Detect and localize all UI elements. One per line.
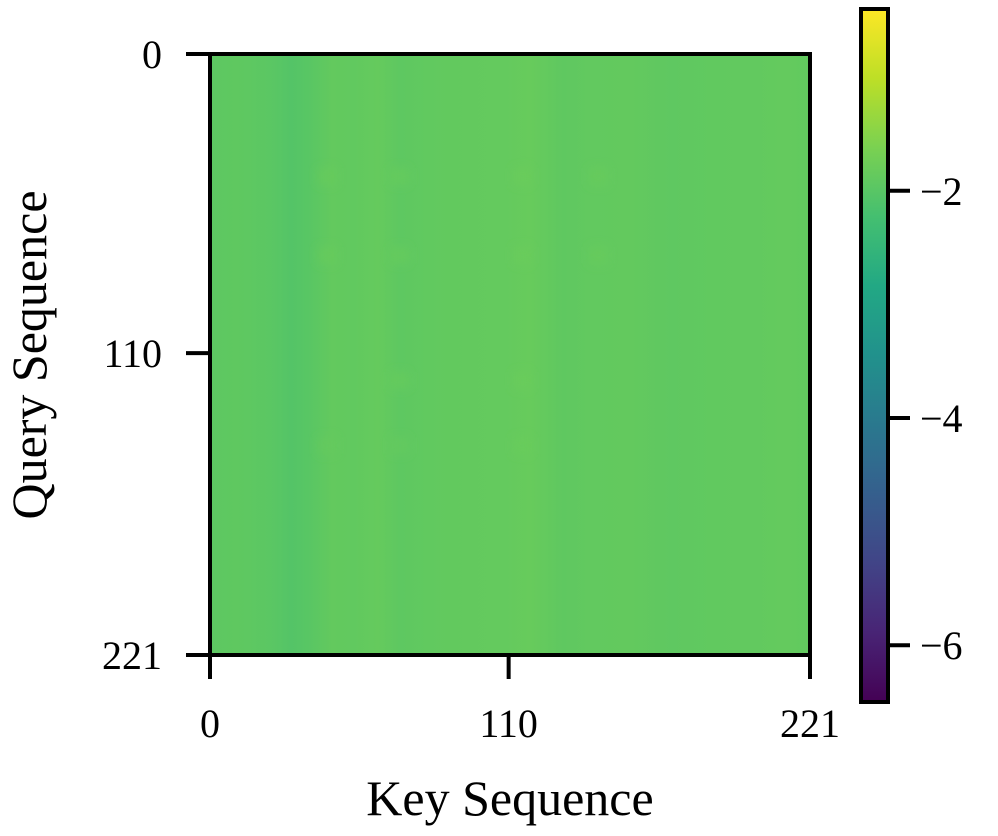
x-axis-label: Key Sequence (366, 770, 653, 826)
y-axis: 0 110 221 (102, 32, 210, 678)
heatmap-cell (514, 247, 531, 264)
heatmap-cell (318, 437, 335, 454)
colorbar-frame (859, 7, 890, 704)
x-tick-label: 110 (479, 701, 538, 746)
heatmap-cell (514, 168, 531, 185)
x-tick-label: 0 (200, 701, 220, 746)
x-tick-label: 221 (780, 701, 840, 746)
colorbar-fill (861, 9, 888, 702)
heatmap-cell (318, 247, 335, 264)
heatmap-cell (391, 247, 409, 264)
y-tick-label: 110 (103, 331, 162, 376)
heatmap-cell (514, 372, 531, 389)
heatmap-cell (391, 372, 409, 389)
colorbar-tick-label: −4 (920, 396, 963, 441)
heatmap-cell (318, 168, 335, 185)
heatmap-plot-area (208, 52, 812, 657)
y-tick-label: 0 (142, 32, 162, 77)
colorbar-ticks: −2 −4 −6 (888, 169, 963, 668)
heatmap-cell (391, 168, 409, 185)
heatmap-cell (514, 437, 531, 454)
y-tick-label: 221 (102, 633, 162, 678)
heatmap-base (210, 54, 810, 655)
heatmap-cell (391, 437, 409, 454)
x-axis: 0 110 221 (200, 655, 840, 746)
heatmap-cell (590, 247, 607, 264)
colorbar-tick-label: −6 (920, 623, 963, 668)
y-axis-label: Query Sequence (1, 190, 57, 519)
heatmap-highlights (318, 168, 607, 454)
colorbar: −2 −4 −6 (859, 7, 963, 704)
colorbar-tick-label: −2 (920, 169, 963, 214)
heatmap-cell (590, 168, 607, 185)
